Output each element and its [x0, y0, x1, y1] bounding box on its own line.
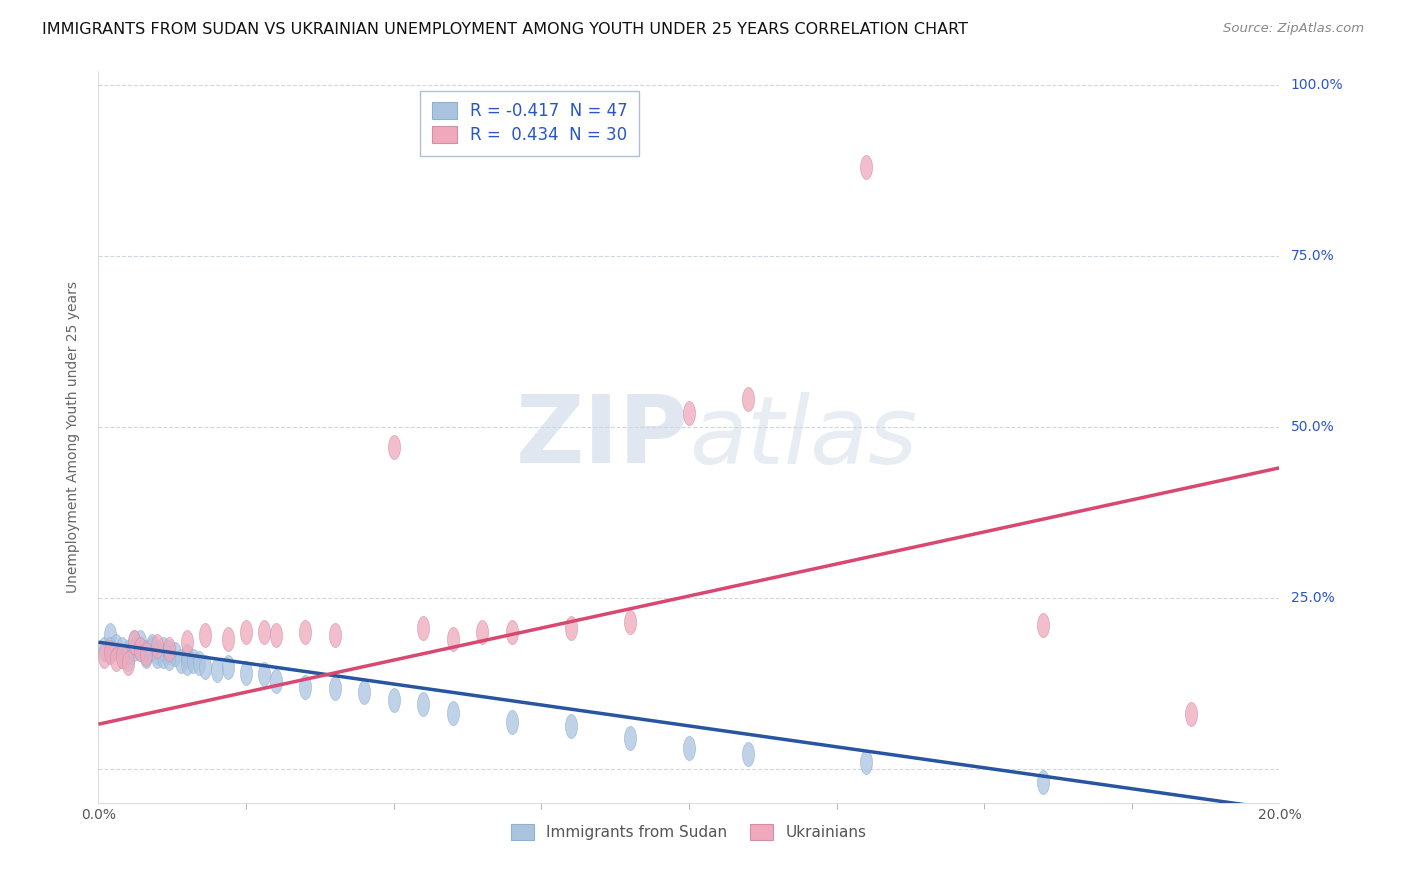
Text: 100.0%: 100.0%	[1291, 78, 1343, 92]
Point	[855, 755, 877, 769]
Text: 25.0%: 25.0%	[1291, 591, 1334, 605]
Point	[323, 681, 346, 695]
Text: 50.0%: 50.0%	[1291, 420, 1334, 434]
Point	[294, 680, 316, 694]
Point	[412, 697, 434, 711]
Text: ZIP: ZIP	[516, 391, 689, 483]
Point	[146, 648, 169, 663]
Point	[122, 635, 145, 649]
Point	[353, 685, 375, 699]
Point	[217, 632, 239, 646]
Point	[235, 665, 257, 680]
Point	[152, 642, 174, 657]
Text: Source: ZipAtlas.com: Source: ZipAtlas.com	[1223, 22, 1364, 36]
Point	[105, 639, 128, 653]
Point	[146, 645, 169, 659]
Point	[122, 642, 145, 657]
Text: IMMIGRANTS FROM SUDAN VS UKRAINIAN UNEMPLOYMENT AMONG YOUTH UNDER 25 YEARS CORRE: IMMIGRANTS FROM SUDAN VS UKRAINIAN UNEMP…	[42, 22, 969, 37]
Text: atlas: atlas	[689, 392, 917, 483]
Point	[235, 624, 257, 639]
Point	[111, 642, 134, 657]
Point	[117, 645, 139, 659]
Legend: Immigrants from Sudan, Ukrainians: Immigrants from Sudan, Ukrainians	[505, 818, 873, 847]
Point	[176, 635, 198, 649]
Point	[122, 635, 145, 649]
Point	[105, 652, 128, 666]
Point	[1032, 618, 1054, 632]
Point	[98, 628, 121, 642]
Point	[382, 693, 405, 707]
Point	[141, 642, 163, 657]
Point	[1180, 706, 1202, 721]
Point	[294, 624, 316, 639]
Point	[501, 624, 523, 639]
Point	[117, 656, 139, 670]
Point	[253, 624, 276, 639]
Point	[98, 645, 121, 659]
Point	[1032, 775, 1054, 789]
Point	[441, 706, 464, 720]
Point	[194, 628, 217, 642]
Point	[170, 654, 193, 668]
Point	[441, 632, 464, 646]
Point	[152, 648, 174, 663]
Point	[111, 648, 134, 663]
Point	[560, 622, 582, 636]
Point	[135, 645, 157, 659]
Point	[205, 663, 228, 677]
Point	[176, 648, 198, 663]
Point	[141, 639, 163, 653]
Point	[128, 642, 150, 657]
Point	[165, 647, 187, 661]
Point	[128, 642, 150, 657]
Point	[128, 635, 150, 649]
Point	[678, 741, 700, 756]
Point	[619, 731, 641, 745]
Point	[253, 667, 276, 681]
Point	[135, 647, 157, 661]
Point	[157, 642, 180, 657]
Point	[93, 642, 115, 657]
Point	[217, 660, 239, 674]
Point	[187, 656, 209, 670]
Point	[176, 656, 198, 670]
Point	[181, 654, 204, 668]
Point	[157, 651, 180, 665]
Point	[412, 622, 434, 636]
Point	[264, 628, 287, 642]
Point	[678, 406, 700, 420]
Y-axis label: Unemployment Among Youth under 25 years: Unemployment Among Youth under 25 years	[66, 281, 80, 593]
Point	[98, 642, 121, 657]
Text: 75.0%: 75.0%	[1291, 249, 1334, 263]
Point	[471, 624, 494, 639]
Point	[111, 648, 134, 663]
Point	[619, 615, 641, 629]
Point	[382, 440, 405, 454]
Point	[157, 645, 180, 659]
Point	[264, 674, 287, 689]
Point	[501, 715, 523, 730]
Point	[560, 719, 582, 733]
Point	[93, 648, 115, 663]
Point	[323, 628, 346, 642]
Point	[855, 160, 877, 174]
Point	[737, 747, 759, 761]
Point	[135, 648, 157, 663]
Point	[146, 639, 169, 653]
Point	[737, 392, 759, 407]
Point	[194, 660, 217, 674]
Point	[117, 652, 139, 666]
